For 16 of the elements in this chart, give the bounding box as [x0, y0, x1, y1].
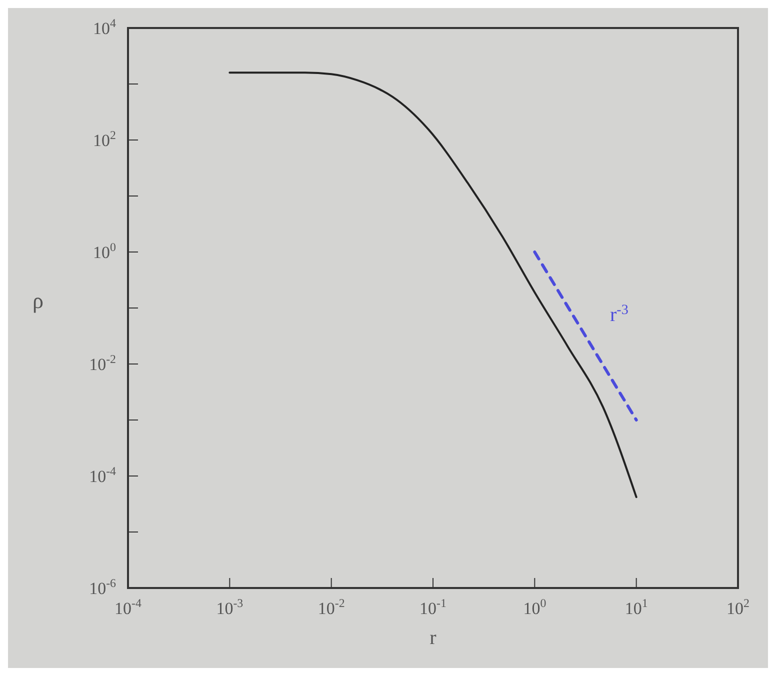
x-tick-label: 10$^{-4}$ — [114, 596, 142, 618]
y-tick-label: 10$^{-4}$ — [89, 464, 116, 486]
x-tick-label: 10$^{0}$ — [523, 596, 546, 618]
x-tick-label: 10$^{1}$ — [624, 596, 648, 618]
y-tick-label: 10$^{-2}$ — [89, 352, 116, 374]
x-tick-label: 10$^{-1}$ — [420, 596, 447, 618]
x-axis-title: r — [430, 627, 437, 649]
annotation: r$^{-3}$ — [610, 302, 628, 326]
y-tick-label: 10$^{-6}$ — [89, 576, 116, 598]
x-tick-label: 10$^{2}$ — [726, 596, 750, 618]
x-tick-label: 10$^{-2}$ — [318, 596, 345, 618]
y-tick-label: 10$^{2}$ — [93, 128, 116, 150]
y-tick-label: 10$^{4}$ — [93, 16, 116, 38]
x-tick-label: 10$^{-3}$ — [216, 596, 244, 618]
y-tick-label: 10$^{0}$ — [93, 240, 116, 262]
y-axis-title: ρ — [32, 288, 44, 313]
